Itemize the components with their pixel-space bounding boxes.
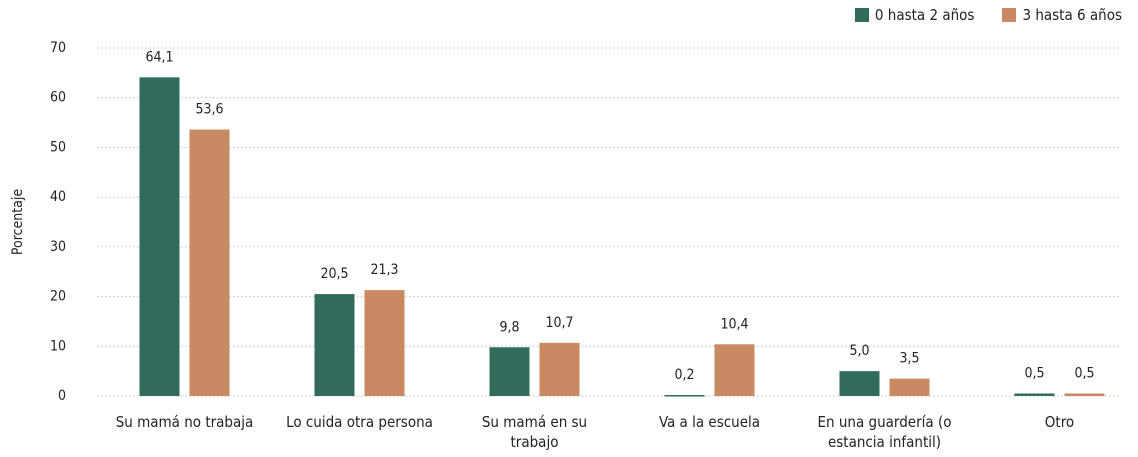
- x-tick-label: Otro: [1044, 413, 1075, 431]
- legend-swatch: [854, 8, 869, 22]
- bar: [539, 342, 580, 396]
- y-tick-label: 0: [58, 388, 66, 404]
- value-label: 0,2: [674, 367, 694, 383]
- bar: [189, 129, 230, 396]
- legend-item: 0 hasta 2 años: [854, 6, 975, 24]
- bar: [664, 395, 705, 397]
- value-label: 5,0: [849, 343, 869, 359]
- legend: 0 hasta 2 años 3 hasta 6 años: [854, 6, 1122, 24]
- y-tick-label: 70: [50, 40, 66, 56]
- x-tick-label: Su mamá en su trabajo: [481, 413, 588, 451]
- value-label: 10,4: [720, 316, 748, 332]
- bar: [364, 290, 405, 396]
- value-label: 53,6: [195, 102, 223, 118]
- legend-swatch: [1002, 8, 1017, 22]
- y-axis-label: Porcentaje: [10, 189, 26, 255]
- value-label: 9,8: [499, 319, 519, 335]
- x-tick-label: En una guardería (o estancia infantil): [817, 413, 952, 451]
- y-tick-label: 60: [50, 90, 66, 106]
- bar: [489, 347, 530, 396]
- legend-item: 3 hasta 6 años: [1002, 6, 1122, 24]
- x-tick-label: Su mamá no trabaja: [115, 413, 254, 431]
- bar: [889, 378, 930, 396]
- y-tick-label: 40: [50, 189, 66, 205]
- y-tick-label: 30: [50, 239, 66, 255]
- value-label: 0,5: [1024, 366, 1044, 382]
- value-label: 3,5: [899, 351, 919, 367]
- bar: [839, 371, 880, 396]
- bar: [139, 77, 180, 397]
- x-tick-label: Va a la escuela: [658, 413, 761, 431]
- bar: [714, 344, 755, 396]
- y-tick-label: 50: [50, 139, 66, 155]
- y-tick-label: 20: [50, 289, 66, 305]
- value-label: 20,5: [320, 266, 348, 282]
- bar: [1014, 393, 1055, 396]
- y-tick-label: 10: [50, 338, 66, 354]
- legend-label: 3 hasta 6 años: [1022, 6, 1122, 24]
- value-label: 64,1: [145, 49, 173, 65]
- legend-label: 0 hasta 2 años: [874, 6, 975, 24]
- bar: [1064, 393, 1105, 396]
- value-label: 21,3: [370, 262, 398, 278]
- value-label: 10,7: [545, 315, 573, 331]
- bar: [314, 294, 355, 396]
- x-tick-label: Lo cuida otra persona: [286, 413, 433, 431]
- value-label: 0,5: [1074, 366, 1094, 382]
